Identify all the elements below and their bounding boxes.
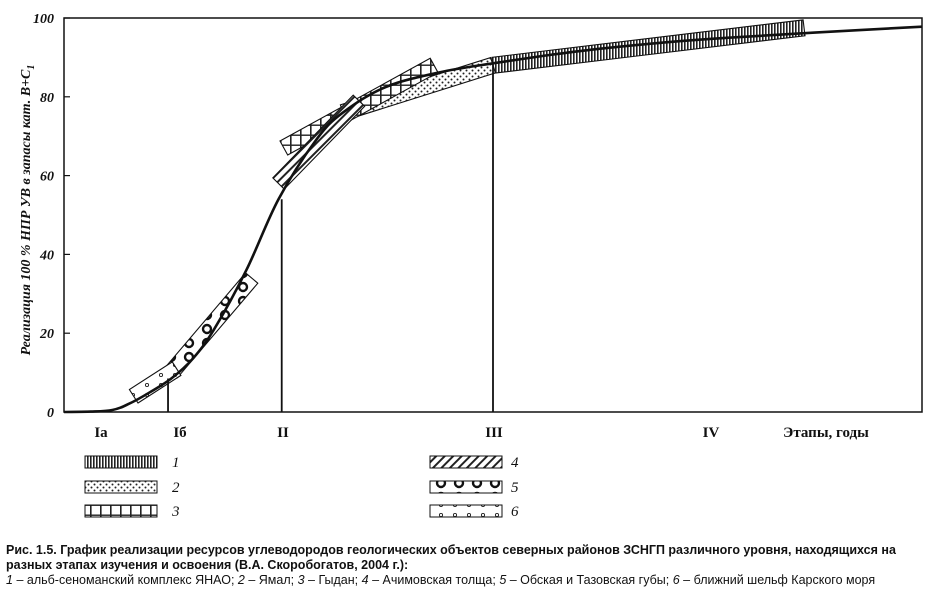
- cumulative-curve: [63, 25, 923, 414]
- legend-item-1: 1: [84, 455, 180, 471]
- y-tick-label-0: 0: [47, 406, 54, 421]
- legend-swatch-1: [84, 455, 158, 469]
- caption-lead: Рис. 1.5. График реализации ресурсов угл…: [6, 543, 896, 572]
- stage-label-ii: II: [277, 425, 289, 441]
- band-series-5: [164, 272, 259, 379]
- band-series-4: [272, 94, 366, 190]
- caption-num-5: 5: [499, 573, 507, 587]
- caption-num-2: 2: [237, 573, 245, 587]
- caption-num-1: 1: [6, 573, 13, 587]
- legend-item-4: 4: [429, 455, 519, 471]
- y-tick-label-3: 60: [40, 170, 54, 185]
- stage-label-ia: Ia: [94, 425, 108, 441]
- legend-item-2: 2: [84, 480, 180, 496]
- y-tick-label-5: 100: [33, 12, 54, 27]
- y-tick-label-4: 80: [40, 91, 54, 106]
- figure-caption: Рис. 1.5. График реализации ресурсов угл…: [6, 543, 936, 588]
- caption-text-2: – Ямал;: [248, 573, 295, 587]
- caption-text-3: – Гыдан;: [308, 573, 359, 587]
- stage-labels: Ia Iб II III IV Этапы, годы: [94, 425, 869, 441]
- band-series-6: [128, 361, 182, 404]
- legend-item-6: 6: [429, 504, 519, 520]
- legend-item-5: 5: [429, 480, 519, 496]
- y-axis-label-sub: 1: [26, 65, 37, 70]
- caption-num-3: 3: [297, 573, 305, 587]
- caption-items: 1 – альб-сеноманский комплекс ЯНАО; 2 – …: [6, 573, 875, 587]
- x-axis-label: Этапы, годы: [783, 425, 869, 441]
- legend-swatch-5: [429, 480, 503, 494]
- caption-text-5: – Обская и Тазовская губы;: [509, 573, 670, 587]
- legend-swatch-3: [84, 504, 158, 518]
- legend-label-5: 5: [511, 480, 519, 496]
- stage-label-iii: III: [485, 425, 503, 441]
- stage-boundaries: [167, 63, 494, 412]
- stage-label-iv: IV: [703, 425, 720, 441]
- legend-item-3: 3: [84, 504, 180, 520]
- legend-label-6: 6: [511, 504, 519, 520]
- legend-swatch-4: [429, 455, 503, 469]
- chart-figure: Реализация 100 % НПР УВ в запасы кат. В+…: [19, 12, 923, 520]
- legend-label-2: 2: [172, 480, 180, 496]
- caption-text-6: – ближний шельф Карского моря: [683, 573, 876, 587]
- caption-text-1: – альб-сеноманский комплекс ЯНАО;: [16, 573, 235, 587]
- band-series-1: [491, 19, 806, 74]
- y-tick-label-2: 40: [39, 248, 54, 263]
- stage-label-ib: Iб: [173, 425, 186, 441]
- data-bands: [128, 19, 806, 404]
- legend-label-3: 3: [171, 504, 180, 520]
- y-ticks: 0 20 40 60 80 100: [33, 12, 70, 421]
- legend: 1 2 3 4 5 6: [84, 455, 519, 520]
- caption-text-4: – Ачимовская толща;: [372, 573, 496, 587]
- legend-label-1: 1: [172, 455, 180, 471]
- caption-num-4: 4: [361, 573, 369, 587]
- legend-swatch-6: [429, 504, 503, 518]
- y-axis-label: Реализация 100 % НПР УВ в запасы кат. В+…: [19, 65, 37, 356]
- legend-label-4: 4: [511, 455, 519, 471]
- y-tick-label-1: 20: [39, 327, 54, 342]
- caption-num-6: 6: [672, 573, 680, 587]
- legend-swatch-2: [84, 480, 158, 494]
- y-axis-label-main: Реализация 100 % НПР УВ в запасы кат. В+…: [19, 69, 34, 355]
